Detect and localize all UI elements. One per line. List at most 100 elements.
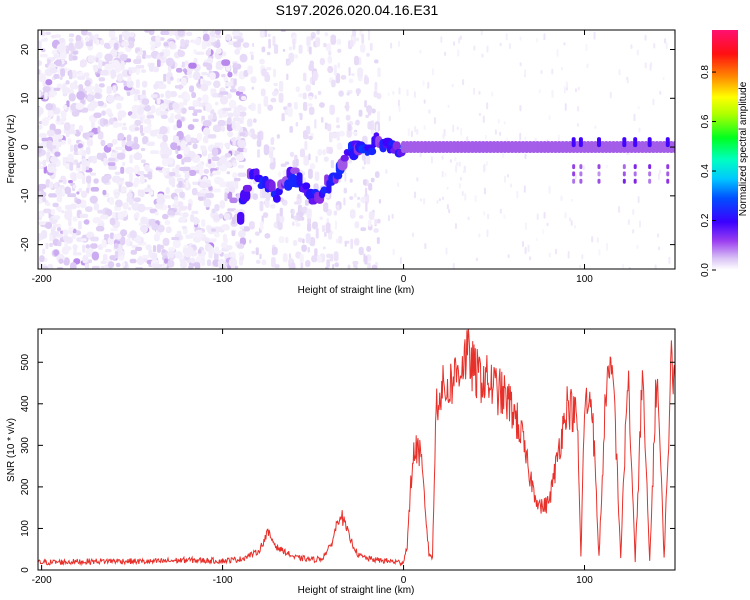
spectrogram-cell: [215, 30, 221, 36]
spectrogram-cell: [251, 134, 258, 140]
spectrogram-cell: [123, 80, 127, 87]
spectrogram-cell: [219, 200, 225, 209]
spectrogram-cell: [220, 126, 226, 132]
spectrogram-cell: [167, 259, 175, 268]
spectrogram-cell: [68, 93, 76, 102]
spectrogram-cell: [214, 176, 223, 185]
spectrogram-cell: [121, 126, 128, 131]
spectrogram-cell: [529, 256, 532, 261]
spectrogram-cell: [75, 102, 84, 110]
spectrogram-cell: [391, 213, 394, 219]
spectrogram-cell: [174, 114, 182, 120]
spectrogram-cell: [101, 239, 107, 248]
spectrogram-cell: [302, 182, 311, 190]
spectrogram-cell: [98, 83, 105, 88]
spectrogram-cell: [314, 94, 317, 100]
spectrogram-cell: [250, 76, 257, 84]
spectrogram-cell: [327, 55, 332, 64]
spectrogram-cell: [159, 110, 168, 115]
spectrogram-cell: [548, 115, 551, 121]
spectrogram-cell: [76, 162, 81, 169]
spectrogram-cell: [140, 132, 145, 136]
spectrogram-cell: [586, 63, 589, 69]
spectrogram-cell: [452, 124, 455, 133]
spectrogram-cell: [315, 227, 319, 239]
spectrogram-cell: [252, 193, 258, 200]
spectrogram-cell: [114, 250, 119, 259]
spectrogram-cell: [355, 119, 360, 126]
spectrogram-cell: [657, 172, 660, 180]
spectrogram-cell: [228, 257, 238, 267]
spectrogram-cell: [223, 253, 231, 257]
spectrogram-cell: [251, 250, 256, 255]
spectrogram-cell: [66, 209, 73, 217]
spectrogram-cell: [72, 216, 78, 222]
spectrogram-cell: [54, 128, 62, 135]
spectrogram-cell: [168, 102, 174, 111]
spectrogram-cell: [225, 34, 232, 41]
spectrogram-cell: [364, 100, 367, 108]
spectrogram-cell: [551, 68, 554, 75]
spectrogram-cell: [290, 214, 294, 219]
spectrogram-cell: [78, 125, 84, 133]
spectrogram-cell: [485, 160, 488, 166]
spectrogram-cell: [178, 101, 184, 109]
spectrogram-cell: [482, 115, 485, 123]
spectrogram-cell: [42, 159, 47, 168]
spectrogram-cell: [217, 119, 226, 127]
spectrogram-cell: [167, 210, 175, 216]
spectrogram-cell: [45, 221, 53, 230]
spectrogram-cell: [238, 230, 246, 238]
spectrogram-cell: [133, 58, 142, 64]
spectrogram-cell: [213, 80, 221, 89]
spectrogram-cell: [261, 46, 266, 53]
spectrogram-cell: [355, 37, 360, 42]
spectrogram-cell: [90, 243, 98, 249]
spectrogram-cell: [636, 49, 639, 56]
spectrogram-cell: [150, 105, 156, 114]
spectrogram-cell: [467, 216, 470, 221]
spectrogram-cell: [240, 188, 251, 202]
spectrogram-cell: [317, 90, 322, 96]
spectrogram-cell: [206, 259, 212, 267]
spectrogram-cell: [336, 38, 342, 45]
spectrogram-cell: [524, 69, 527, 76]
spectrogram-cell: [46, 151, 51, 159]
spectrogram-cell: [257, 149, 260, 158]
spectrogram-cell: [140, 175, 145, 185]
spectrogram-cell: [150, 94, 158, 98]
spectrogram-cell: [95, 57, 99, 63]
spectrogram-cell: [205, 39, 212, 47]
spectrogram-cell: [272, 35, 276, 47]
spectrogram-cell: [150, 150, 159, 155]
spectrogram-cell: [609, 91, 612, 99]
spectrogram-cell: [243, 69, 249, 77]
snr-x-tick-label: 0: [401, 575, 407, 586]
spectrogram-cell: [232, 136, 236, 146]
spectrogram-cell: [71, 110, 80, 117]
spectrogram-cell: [622, 263, 625, 269]
spectrogram-cell: [100, 69, 109, 76]
spectrogram-cell: [113, 120, 119, 129]
spectrogram-cell: [444, 172, 447, 178]
spectrogram-cell: [373, 228, 379, 233]
spectrogram-cell: [38, 221, 47, 226]
spectrogram-cell: [524, 136, 527, 141]
spectrogram-cell: [217, 259, 226, 268]
spectrogram-cell: [177, 94, 185, 99]
spectrogram-cell: [70, 262, 77, 269]
spectrogram-cell: [239, 237, 247, 246]
spectrogram-cell: [185, 31, 193, 36]
spectrogram-cell: [664, 38, 667, 44]
spectrogram-cell: [564, 212, 567, 219]
spectrogram-cell: [346, 129, 352, 138]
spectrogram-cell: [305, 84, 312, 92]
spectrogram-cell: [167, 205, 171, 209]
spectrogram-cell: [113, 243, 119, 249]
spectrogram-cell: [371, 108, 376, 114]
spectrogram-cell: [273, 82, 279, 87]
spectrogram-cell: [43, 208, 52, 214]
spectrogram-cell: [48, 193, 58, 198]
spectrogram-cell: [176, 154, 183, 159]
spectrogram-cell: [225, 182, 234, 188]
